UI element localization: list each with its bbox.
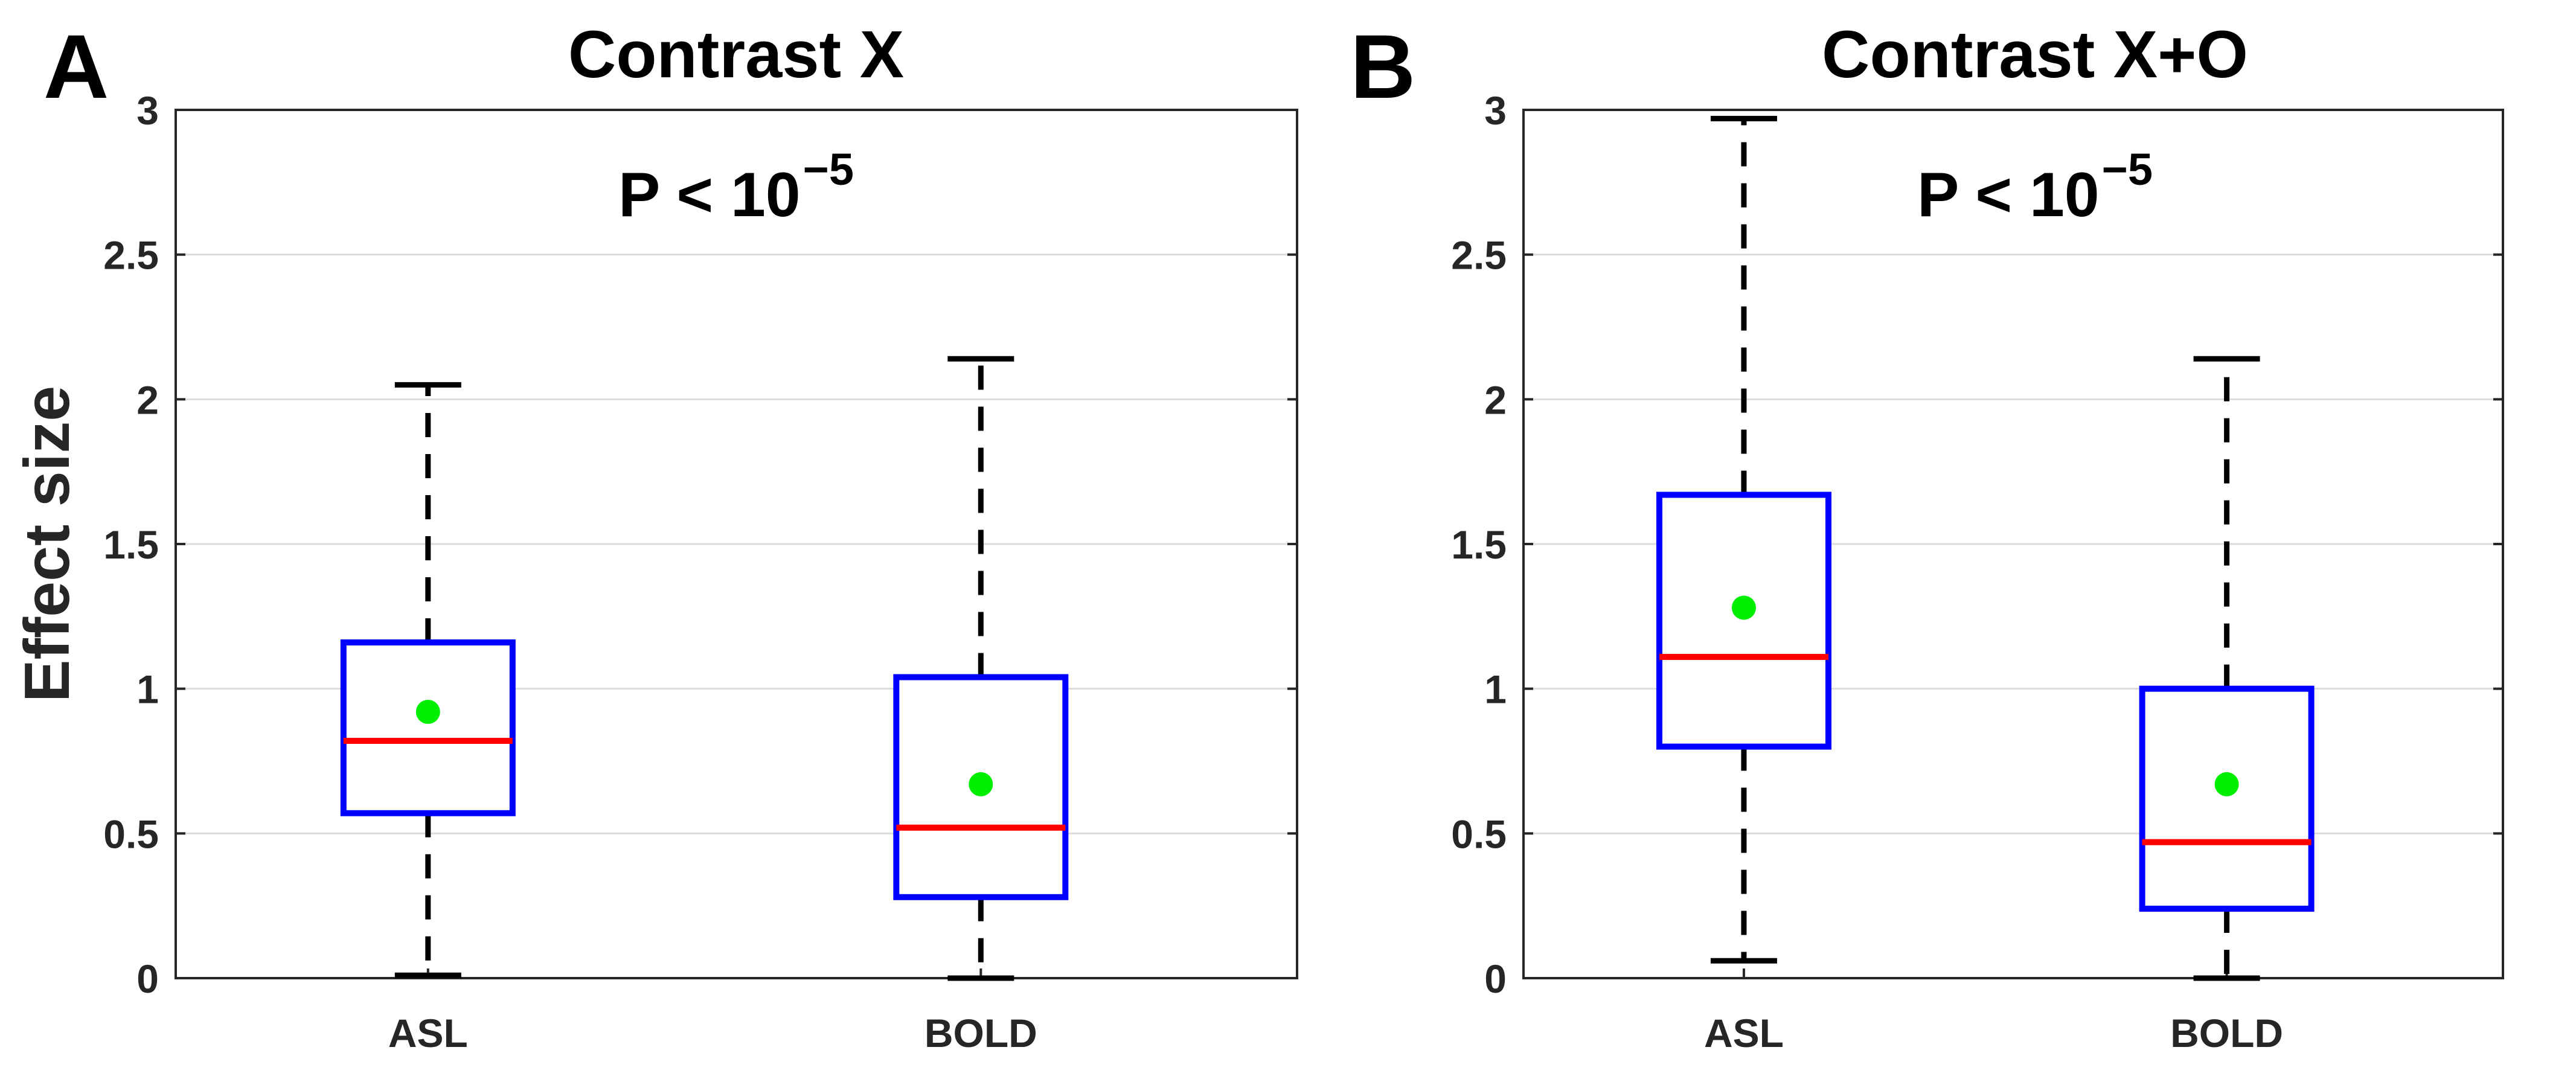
y-tick-label: 0 [136,956,159,1001]
panel-label: A [43,16,109,117]
x-tick-label-bold: BOLD [2170,1011,2283,1055]
mean-marker [969,772,993,796]
iqr-box [340,639,516,816]
iqr-box [2139,685,2315,912]
y-tick-label: 2.5 [1451,233,1507,278]
y-axis-label: Effect size [11,386,83,702]
y-tick-label: 1.5 [1451,522,1507,567]
p-value-exponent: −5 [2102,144,2153,194]
x-tick-label-asl: ASL [1704,1011,1784,1055]
boxplot-bold [893,356,1069,981]
y-tick-label: 1.5 [103,522,159,567]
p-value-base: P < 10 [1917,160,2100,230]
y-tick-label: 0 [1484,956,1507,1001]
boxplot-asl [1656,115,1831,964]
y-tick-label: 1 [136,667,159,712]
mean-marker [415,700,440,725]
y-tick-label: 0.5 [1451,812,1507,856]
x-tick-label-asl: ASL [388,1011,468,1055]
y-tick-label: 3 [136,88,159,133]
y-tick-label: 1 [1484,667,1507,712]
boxplot-asl [340,382,516,978]
chart-title: Contrast X [568,18,904,92]
chart-title: Contrast X+O [1822,18,2248,92]
y-tick-label: 2 [136,377,159,422]
y-tick-label: 2.5 [103,233,159,278]
mean-marker [1731,595,1756,620]
p-value-annotation: P < 10−5 [1917,144,2153,230]
p-value-exponent: −5 [803,144,854,194]
p-value-base: P < 10 [618,160,801,230]
mean-marker [2214,772,2239,796]
boxplot-bold [2139,356,2315,981]
y-tick-label: 0.5 [103,812,159,856]
y-tick-label: 2 [1484,377,1507,422]
x-tick-label-bold: BOLD [924,1011,1037,1055]
panel-label: B [1350,16,1415,117]
panel-b: 0 0.5 1 1.5 2 2.5 3 ASL BOLD Contrast X+O B P < 10−… [1350,16,2504,1055]
y-tick-label: 3 [1484,88,1507,133]
iqr-box [1656,491,1831,750]
panel-a: 0 0.5 1 1.5 2 2.5 3 ASL BOLD Contrast X A P < 10−5 E… [11,16,1298,1055]
p-value-annotation: P < 10−5 [618,144,854,230]
